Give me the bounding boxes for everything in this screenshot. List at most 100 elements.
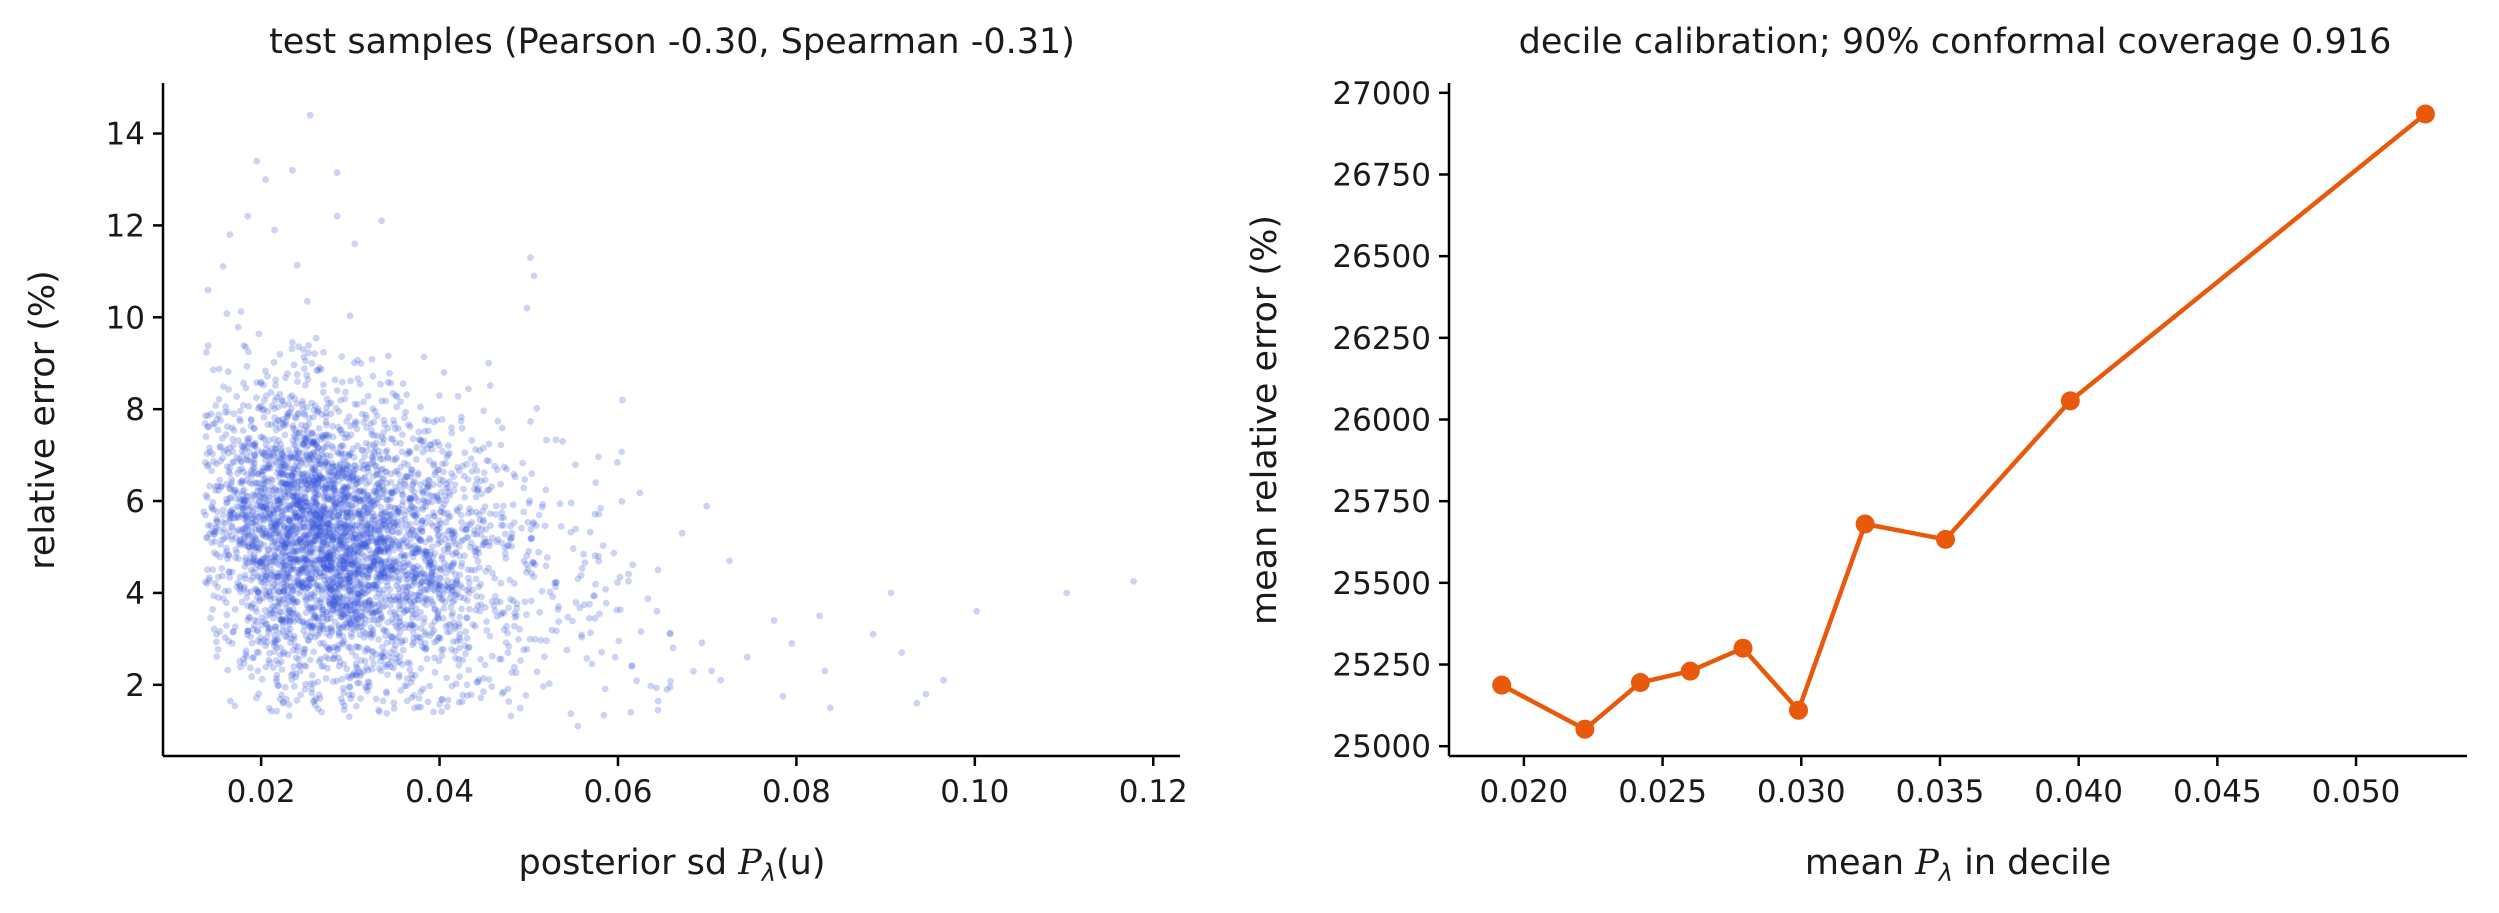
scatter-point: [279, 549, 286, 557]
scatter-point: [221, 587, 229, 595]
scatter-point: [403, 594, 411, 602]
scatter-point: [408, 671, 416, 679]
scatter-points: [200, 111, 1137, 730]
scatter-point: [298, 400, 306, 408]
scatter-point: [524, 519, 532, 526]
scatter-point: [407, 528, 415, 536]
scatter-point: [259, 464, 267, 472]
scatter-point: [367, 530, 374, 538]
scatter-point: [280, 542, 288, 550]
scatter-point: [470, 485, 478, 493]
scatter-point: [309, 496, 317, 503]
scatter-point: [244, 531, 251, 538]
scatter-point: [377, 571, 385, 578]
scatter-point: [340, 465, 348, 472]
scatter-point: [312, 486, 320, 494]
scatter-point: [247, 588, 255, 596]
scatter-point: [370, 565, 378, 573]
scatter-point: [339, 474, 346, 481]
scatter-point: [346, 588, 354, 595]
scatter-point: [258, 621, 265, 629]
scatter-point: [202, 412, 210, 420]
scatter-point: [326, 595, 333, 603]
scatter-point: [277, 494, 285, 501]
scatter-point: [533, 404, 541, 412]
scatter-point: [430, 418, 438, 426]
scatter-point: [408, 469, 415, 477]
scatter-point: [357, 530, 365, 538]
scatter-point: [242, 513, 250, 521]
scatter-point: [513, 600, 521, 608]
scatter-point: [284, 471, 291, 479]
scatter-point: [235, 511, 243, 518]
scatter-point: [386, 511, 394, 518]
scatter-point: [364, 509, 372, 517]
scatter-point: [260, 406, 268, 414]
scatter-point: [446, 627, 454, 635]
scatter-point: [412, 605, 420, 612]
scatter-point: [301, 502, 309, 510]
scatter-point: [284, 610, 292, 617]
calibration-y-tick-label: 27000: [1332, 76, 1431, 112]
scatter-point: [294, 598, 301, 606]
scatter-point: [469, 621, 477, 628]
scatter-point: [455, 634, 463, 642]
scatter-point: [367, 524, 374, 532]
scatter-point: [357, 487, 365, 495]
scatter-point: [212, 524, 220, 531]
scatter-point: [294, 647, 301, 655]
scatter-point: [376, 533, 384, 541]
scatter-point: [375, 546, 383, 554]
scatter-point: [203, 450, 211, 457]
scatter-point: [433, 526, 441, 534]
scatter-point: [318, 519, 326, 526]
scatter-point: [324, 494, 332, 502]
scatter-point: [520, 484, 528, 492]
scatter-point: [491, 462, 498, 470]
scatter-point: [331, 534, 339, 542]
scatter-point: [279, 568, 287, 576]
scatter-point: [281, 534, 289, 542]
scatter-point: [393, 651, 400, 658]
scatter-point: [364, 520, 372, 528]
scatter-point: [314, 477, 322, 484]
scatter-point: [264, 551, 271, 559]
scatter-point: [313, 566, 321, 574]
scatter-point: [219, 518, 227, 526]
scatter-point: [294, 579, 302, 586]
scatter-point: [300, 627, 307, 635]
scatter-point: [381, 516, 389, 523]
scatter-point: [289, 670, 297, 677]
scatter-point: [246, 506, 254, 514]
scatter-point: [377, 573, 385, 581]
scatter-point: [255, 572, 263, 579]
scatter-point: [421, 574, 429, 581]
scatter-point: [390, 523, 398, 530]
scatter-point: [284, 409, 292, 417]
scatter-point: [347, 695, 355, 702]
scatter-point: [471, 622, 479, 630]
scatter-point: [203, 348, 210, 356]
scatter-point: [427, 520, 435, 527]
scatter-point: [292, 442, 300, 450]
scatter-point: [421, 586, 429, 594]
scatter-point: [404, 559, 412, 567]
scatter-point: [309, 525, 317, 532]
scatter-point: [259, 524, 267, 532]
scatter-point: [228, 522, 236, 530]
scatter-point: [293, 696, 301, 704]
scatter-point: [557, 523, 565, 530]
scatter-point: [335, 545, 343, 553]
scatter-point: [394, 508, 402, 516]
scatter-point: [343, 564, 351, 572]
scatter-point: [412, 545, 420, 553]
scatter-point: [336, 534, 344, 542]
scatter-point: [270, 639, 277, 646]
scatter-point: [392, 596, 400, 603]
scatter-point: [294, 410, 302, 418]
scatter-point: [313, 564, 321, 572]
scatter-point: [374, 538, 382, 545]
scatter-point: [511, 622, 518, 630]
scatter-point: [364, 582, 372, 589]
calibration-y-tick-label: 25000: [1332, 729, 1431, 765]
